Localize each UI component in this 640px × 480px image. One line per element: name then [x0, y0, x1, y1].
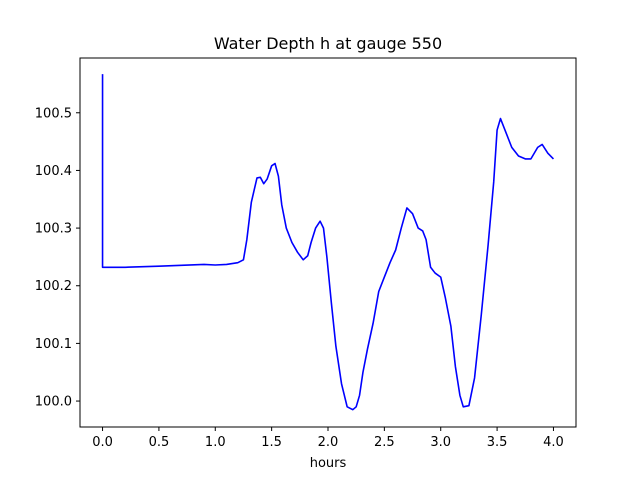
x-tick-label: 2.5 — [374, 435, 395, 450]
chart-title: Water Depth h at gauge 550 — [214, 34, 442, 53]
x-tick-label: 2.0 — [318, 435, 339, 450]
x-tick-label: 1.5 — [261, 435, 282, 450]
y-tick-label: 100.4 — [35, 164, 72, 179]
plot-area — [101, 74, 555, 411]
series-line-0 — [101, 74, 555, 411]
x-axis-label: hours — [310, 456, 347, 471]
x-tick-label: 4.0 — [543, 435, 564, 450]
y-tick-label: 100.5 — [35, 106, 72, 121]
y-tick-label: 100.3 — [35, 222, 72, 237]
x-tick-label: 0.0 — [92, 435, 113, 450]
y-tick-label: 100.0 — [35, 395, 72, 410]
plot-frame — [79, 57, 577, 428]
y-tick-label: 100.2 — [35, 279, 72, 294]
x-tick-label: 3.5 — [487, 435, 508, 450]
y-axis: 100.0 100.1 100.2 100.3 100.4 100.5 — [35, 106, 80, 410]
x-tick-label: 1.0 — [205, 435, 226, 450]
y-tick-label: 100.1 — [35, 337, 72, 352]
x-tick-label: 3.0 — [430, 435, 451, 450]
x-tick-label: 0.5 — [149, 435, 170, 450]
x-axis: 0.0 0.5 1.0 1.5 2.0 2.5 3.0 3.5 4.0 — [92, 427, 564, 450]
